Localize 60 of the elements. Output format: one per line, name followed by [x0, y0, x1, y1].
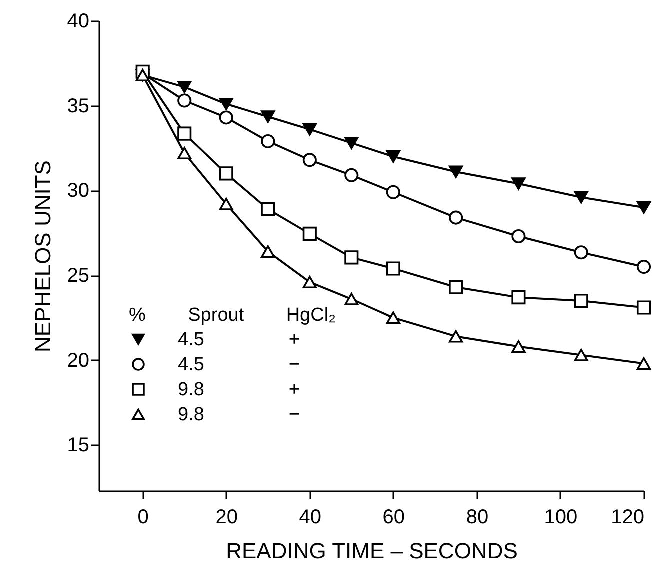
point [344, 136, 359, 150]
point [574, 349, 588, 362]
point [574, 191, 588, 204]
point [512, 290, 526, 305]
x-tick-label: 100 [544, 506, 578, 528]
legend-label: 4.5 + [178, 330, 300, 350]
point [636, 358, 652, 370]
point [636, 260, 652, 274]
point [178, 94, 192, 108]
point [344, 168, 359, 182]
y-tick-label: 40 [67, 10, 90, 32]
point [302, 123, 317, 136]
x-axis-title: READING TIME – SECONDS [226, 538, 518, 564]
y-tick-label: 20 [67, 350, 90, 372]
point [574, 294, 588, 308]
point [302, 153, 317, 168]
point [512, 178, 526, 190]
x-tick-label: 60 [382, 506, 406, 528]
point [178, 80, 192, 94]
y-tick-label: 25 [67, 265, 90, 288]
y-tick-label: 35 [67, 95, 90, 118]
legend-label: 9.8 − [178, 404, 300, 426]
point [512, 229, 526, 244]
y-tick-label: 30 [67, 180, 90, 202]
x-tick-label: 120 [611, 506, 644, 528]
point [219, 166, 234, 181]
x-tick-label: 40 [299, 506, 322, 528]
point [178, 126, 192, 141]
x-tick-label: 0 [138, 506, 149, 528]
x-tick-label: 80 [466, 506, 489, 528]
legend-label: 9.8 + [178, 380, 300, 400]
point [449, 166, 464, 178]
point [261, 110, 276, 124]
point [386, 185, 400, 200]
point [449, 330, 464, 343]
point [574, 246, 588, 260]
point [386, 312, 400, 324]
point [512, 340, 526, 353]
point [261, 202, 276, 216]
point [219, 198, 234, 210]
point [302, 276, 317, 289]
x-tick-label: 20 [216, 506, 238, 528]
y-axis-title: NEPHELOS UNITS [30, 160, 56, 352]
point [261, 134, 276, 148]
point [386, 150, 400, 163]
legend-title: % Sprout HgCl₂ [129, 305, 336, 326]
point [302, 226, 317, 241]
point [636, 300, 652, 315]
point [344, 293, 359, 306]
point [219, 110, 234, 125]
point [449, 280, 464, 294]
point [261, 246, 276, 258]
point [178, 147, 192, 160]
point [344, 250, 359, 265]
point [636, 201, 652, 214]
legend-label: 4.5 − [178, 354, 300, 376]
point [449, 210, 464, 225]
point [219, 98, 234, 110]
y-tick-label: 15 [67, 434, 90, 457]
point [386, 262, 400, 276]
